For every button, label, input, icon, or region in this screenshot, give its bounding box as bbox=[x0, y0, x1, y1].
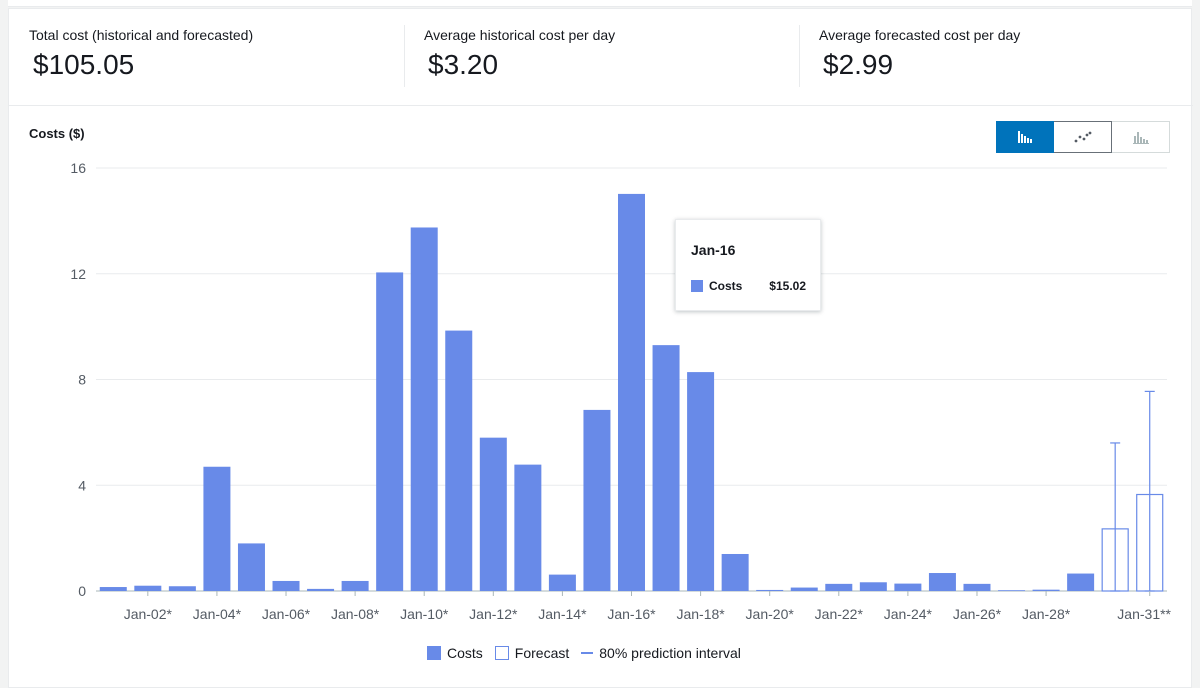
stacked-chart-icon bbox=[1132, 132, 1149, 144]
cost-bar bbox=[687, 372, 715, 591]
cost-bar bbox=[618, 193, 645, 591]
costs-swatch bbox=[427, 646, 441, 660]
cost-bar bbox=[583, 409, 611, 591]
legend-forecast-label: Forecast bbox=[514, 645, 570, 661]
summary-stats: Total cost (historical and forecasted) $… bbox=[9, 9, 1193, 106]
cost-bar bbox=[825, 583, 853, 591]
cost-bar bbox=[445, 330, 473, 591]
chart-tooltip: Jan-16 Costs $15.02 bbox=[675, 219, 821, 311]
cost-bar bbox=[168, 586, 196, 591]
cost-bar bbox=[790, 587, 818, 591]
historical-avg-value: $3.20 bbox=[428, 49, 499, 80]
legend-item-costs[interactable]: Costs bbox=[427, 645, 483, 661]
tooltip-series-name: Costs bbox=[709, 279, 743, 293]
tooltip-value: $15.02 bbox=[769, 279, 806, 293]
cost-bar bbox=[963, 583, 991, 591]
cost-bar bbox=[928, 573, 956, 591]
line-chart-icon bbox=[1074, 131, 1091, 143]
chart-view-toggle bbox=[996, 121, 1172, 153]
top-strip bbox=[8, 0, 1192, 7]
legend-item-interval[interactable]: 80% prediction interval bbox=[581, 645, 741, 661]
x-tick-label: Jan-14* bbox=[538, 606, 587, 622]
cost-bar bbox=[859, 582, 887, 591]
legend-costs-label: Costs bbox=[447, 645, 483, 661]
chart-title: Costs ($) bbox=[29, 126, 85, 141]
x-tick-label: Jan-06* bbox=[262, 606, 311, 622]
stat-divider bbox=[404, 25, 405, 87]
cost-bar bbox=[894, 583, 922, 591]
legend-interval-label: 80% prediction interval bbox=[599, 645, 741, 661]
interval-swatch bbox=[581, 652, 594, 654]
legend-item-forecast[interactable]: Forecast bbox=[494, 645, 570, 661]
y-tick-label: 8 bbox=[78, 372, 86, 388]
cost-bar bbox=[756, 589, 784, 591]
cost-bar bbox=[721, 553, 749, 591]
x-tick-label: Jan-04* bbox=[193, 606, 242, 622]
cost-bar bbox=[99, 587, 127, 591]
x-tick-label: Jan-24* bbox=[884, 606, 933, 622]
x-tick-label: Jan-28* bbox=[1022, 606, 1071, 622]
x-tick-label: Jan-08* bbox=[331, 606, 380, 622]
x-tick-label: Jan-22* bbox=[815, 606, 864, 622]
bar-chart-view-button[interactable] bbox=[996, 121, 1054, 153]
x-tick-label: Jan-31** bbox=[1117, 606, 1171, 622]
cost-bar bbox=[376, 272, 404, 591]
cost-bar bbox=[307, 588, 335, 591]
forecast-avg-label: Average forecasted cost per day bbox=[819, 27, 1021, 43]
line-chart-view-button[interactable] bbox=[1054, 121, 1112, 153]
y-tick-label: 16 bbox=[70, 160, 86, 176]
y-tick-label: 12 bbox=[70, 266, 86, 282]
total-cost-label: Total cost (historical and forecasted) bbox=[29, 27, 254, 43]
cost-bar bbox=[237, 543, 265, 591]
stat-divider bbox=[799, 25, 800, 87]
x-tick-label: Jan-18* bbox=[676, 606, 725, 622]
cost-bar-chart: 0 4 8 12 16 Jan-02* Jan-04* Jan-06* Jan-08* Jan-1… bbox=[70, 160, 1171, 622]
x-tick-label: Jan-16* bbox=[607, 606, 656, 622]
bar-chart-icon bbox=[1018, 131, 1032, 143]
y-tick-label: 4 bbox=[78, 477, 86, 493]
y-tick-label: 0 bbox=[78, 583, 86, 599]
tooltip-swatch bbox=[691, 280, 703, 292]
forecast-avg-stat: Average forecasted cost per day $2.99 bbox=[819, 27, 1020, 81]
cost-bar bbox=[134, 585, 162, 591]
historical-avg-stat: Average historical cost per day $3.20 bbox=[424, 27, 615, 81]
x-tick-label: Jan-10* bbox=[400, 606, 449, 622]
cost-bar bbox=[514, 464, 542, 591]
historical-avg-label: Average historical cost per day bbox=[424, 27, 616, 43]
total-cost-stat: Total cost (historical and forecasted) $… bbox=[29, 27, 253, 81]
cost-bar bbox=[998, 590, 1026, 591]
cost-bar bbox=[479, 437, 507, 591]
cost-bar bbox=[652, 345, 680, 591]
chart-legend: Costs Forecast 80% prediction interval bbox=[427, 645, 753, 661]
cost-bar bbox=[272, 580, 300, 591]
stacked-chart-view-button[interactable] bbox=[1112, 121, 1170, 153]
cost-bar bbox=[1067, 573, 1095, 591]
cost-bar bbox=[1032, 589, 1060, 591]
x-tick-label: Jan-02* bbox=[124, 606, 173, 622]
total-cost-value: $105.05 bbox=[33, 49, 135, 80]
x-tick-label: Jan-26* bbox=[953, 606, 1002, 622]
forecast-avg-value: $2.99 bbox=[823, 49, 894, 80]
tooltip-date: Jan-16 bbox=[691, 242, 736, 258]
x-tick-label: Jan-12* bbox=[469, 606, 518, 622]
x-tick-label: Jan-20* bbox=[746, 606, 795, 622]
cost-bar bbox=[203, 466, 231, 591]
cost-bar bbox=[548, 574, 576, 591]
cost-bar bbox=[341, 580, 369, 591]
forecast-swatch bbox=[494, 646, 509, 660]
cost-bar bbox=[410, 227, 438, 591]
